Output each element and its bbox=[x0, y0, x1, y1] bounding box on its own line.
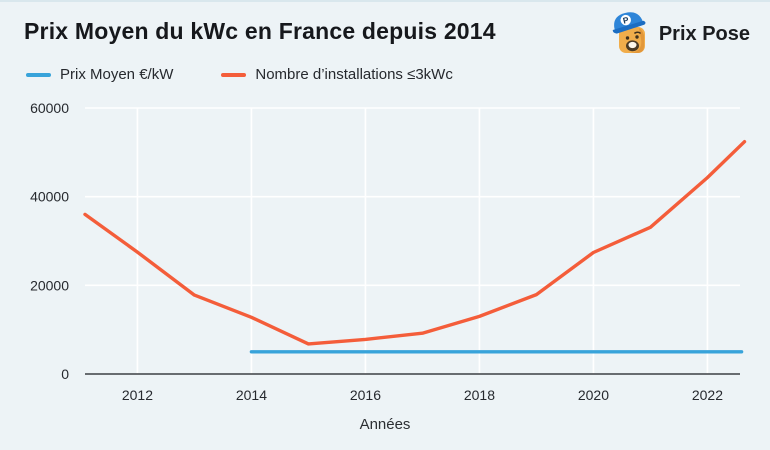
y-tick-label: 60000 bbox=[30, 100, 69, 116]
prix-pose-logo-icon: P bbox=[612, 12, 646, 53]
legend-swatch-blue bbox=[26, 72, 51, 77]
legend-item-installations[interactable]: Nombre d’installations ≤3kWc bbox=[221, 66, 453, 83]
legend: Prix Moyen €/kW Nombre d’installations ≤… bbox=[26, 66, 453, 83]
x-tick-label: 2018 bbox=[464, 387, 495, 403]
y-tick-label: 0 bbox=[61, 366, 69, 382]
x-tick-label: 2020 bbox=[578, 387, 609, 403]
y-tick-label: 40000 bbox=[30, 189, 69, 205]
svg-text:P: P bbox=[622, 15, 630, 26]
brand-name: Prix Pose bbox=[658, 22, 750, 45]
legend-swatch-orange bbox=[221, 72, 247, 77]
legend-item-prix-moyen[interactable]: Prix Moyen €/kW bbox=[26, 66, 173, 83]
x-tick-label: 2014 bbox=[236, 387, 267, 403]
page-title: Prix Moyen du kWc en France depuis 2014 bbox=[24, 18, 496, 44]
x-tick-label: 2012 bbox=[122, 387, 153, 403]
x-tick-label: 2016 bbox=[350, 387, 381, 403]
x-axis-title: Années bbox=[359, 416, 411, 433]
legend-label: Prix Moyen €/kW bbox=[60, 66, 174, 83]
y-tick-label: 20000 bbox=[30, 277, 69, 293]
x-tick-label: 2022 bbox=[692, 387, 723, 403]
series-line-1[interactable] bbox=[83, 140, 747, 346]
brand: P Prix Pose bbox=[610, 12, 750, 56]
legend-label: Nombre d’installations ≤3kWc bbox=[255, 66, 453, 83]
